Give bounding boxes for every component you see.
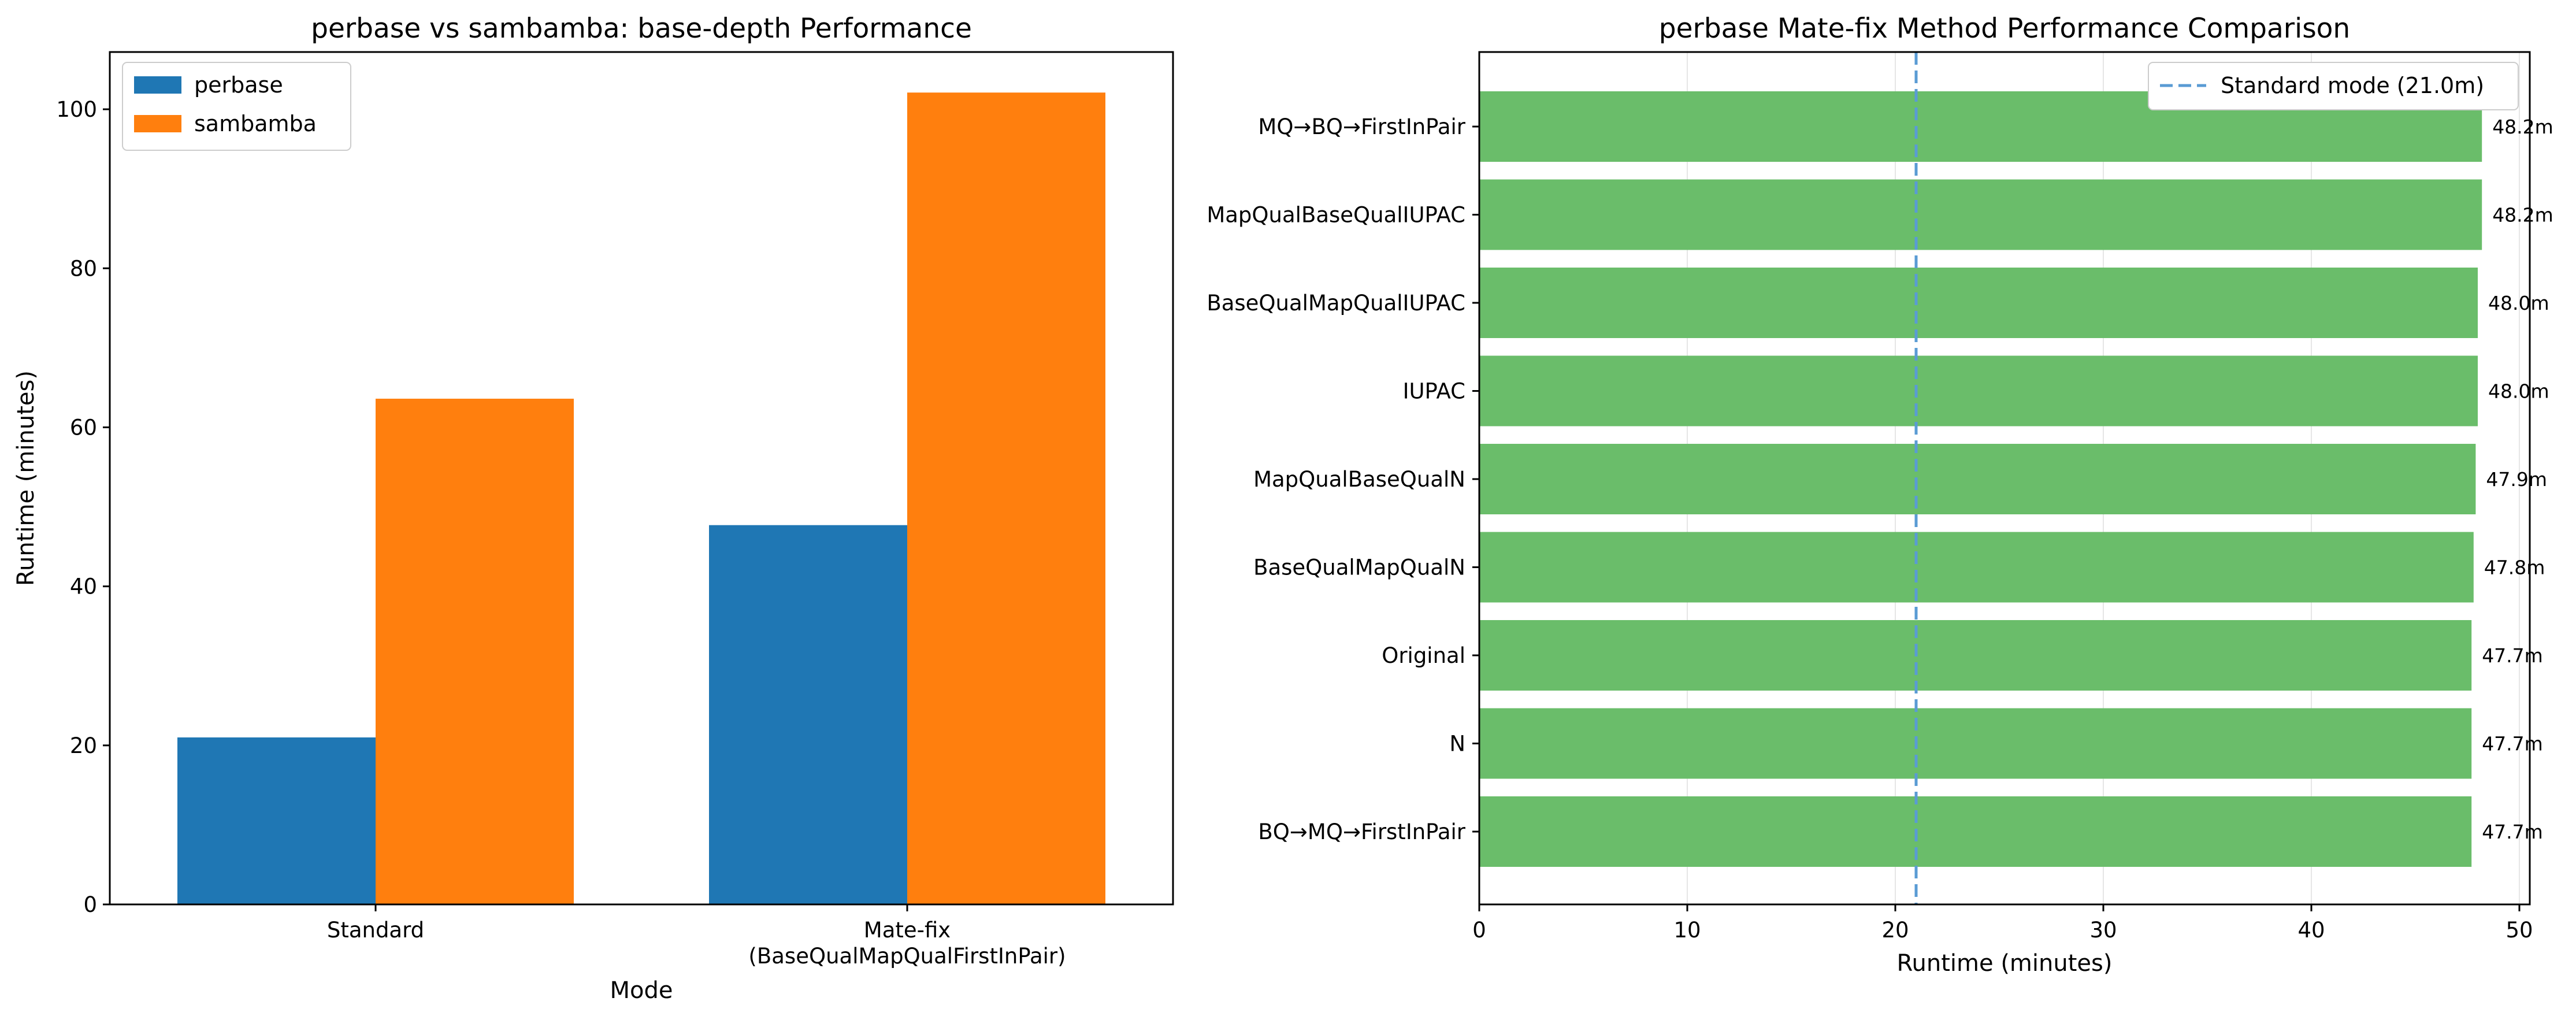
hbar-7 (1479, 708, 2472, 779)
y-tick-label: 40 (70, 574, 97, 599)
axes-frame-1 (109, 51, 1174, 906)
bar-value-label: 47.7m (2482, 644, 2543, 667)
hbar-1 (1479, 179, 2482, 250)
x-axis-label: Runtime (minutes) (1897, 950, 2113, 977)
bar-value-label: 48.0m (2488, 292, 2549, 314)
x-tick-label: 50 (2506, 918, 2533, 943)
bar-value-label: 48.0m (2488, 380, 2549, 403)
bar-perbase-0 (177, 737, 376, 904)
hbar-2 (1479, 268, 2478, 338)
chart-title: perbase vs sambamba: base-depth Performa… (311, 13, 972, 44)
hbar-3 (1479, 355, 2478, 426)
bar-value-label: 47.9m (2486, 468, 2547, 491)
y-tick-label: MapQualBaseQualIUPAC (1207, 203, 1465, 228)
y-tick-label: IUPAC (1403, 379, 1465, 404)
legend-box-2 (2148, 62, 2519, 110)
y-tick-label: Original (1382, 643, 1465, 668)
bar-value-label: 47.7m (2482, 733, 2543, 755)
y-tick-label: BQ→MQ→FirstInPair (1258, 819, 1465, 844)
x-axis-label: Mode (610, 977, 673, 1004)
y-tick-label: 80 (70, 256, 97, 281)
legend-swatch-perbase (134, 76, 181, 94)
hbar-5 (1479, 532, 2474, 603)
bar-value-label: 48.2m (2492, 116, 2553, 138)
y-tick-label: MapQualBaseQualN (1253, 467, 1465, 492)
x-tick-label: 10 (1673, 918, 1701, 943)
bar-value-label: 48.2m (2492, 204, 2553, 227)
x-tick-label: Mate-fix (864, 918, 951, 943)
hbar-6 (1479, 620, 2472, 691)
bar-sambamba-0 (376, 398, 574, 904)
x-tick-label: (BaseQualMapQualFirstInPair) (748, 944, 1066, 969)
axes-frame-2 (1478, 51, 2531, 906)
x-tick-label: 30 (2089, 918, 2117, 943)
legend-label-perbase: perbase (194, 72, 283, 98)
legend-label-reference: Standard mode (21.0m) (2221, 73, 2484, 98)
bar-perbase-1 (709, 525, 907, 904)
y-tick-label: 100 (56, 97, 97, 122)
y-tick-label: 60 (70, 415, 97, 440)
y-axis-label: Runtime (minutes) (13, 370, 39, 586)
hbar-8 (1479, 796, 2472, 867)
bar-value-label: 47.7m (2482, 821, 2543, 843)
x-tick-label: Standard (327, 918, 424, 943)
bar-value-label: 47.8m (2484, 557, 2545, 579)
x-tick-label: 0 (1472, 918, 1486, 943)
y-tick-label: BaseQualMapQualIUPAC (1207, 291, 1465, 316)
y-tick-label: 0 (83, 892, 97, 917)
x-tick-label: 40 (2297, 918, 2325, 943)
y-tick-label: 20 (70, 733, 97, 758)
legend-label-sambamba: sambamba (194, 111, 317, 136)
legend-swatch-sambamba (134, 115, 181, 132)
chart-title: perbase Mate-fix Method Performance Comp… (1659, 13, 2350, 44)
hbar-4 (1479, 444, 2476, 514)
bar-sambamba-1 (907, 92, 1105, 904)
y-tick-label: N (1449, 732, 1465, 756)
y-tick-label: MQ→BQ→FirstInPair (1258, 114, 1465, 139)
y-tick-label: BaseQualMapQualN (1253, 555, 1465, 580)
x-tick-label: 20 (1881, 918, 1909, 943)
